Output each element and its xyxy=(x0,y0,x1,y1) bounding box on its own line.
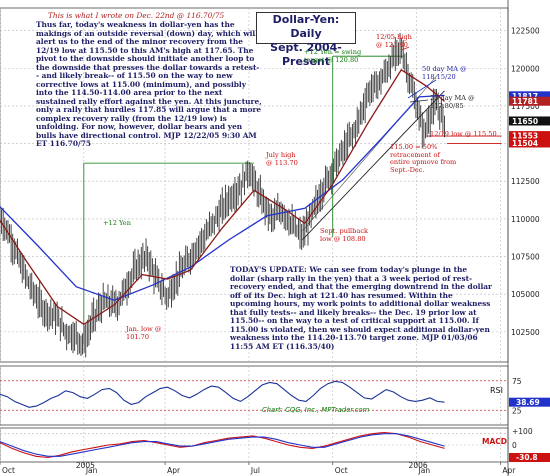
x-tick-label: Apr xyxy=(167,466,181,475)
macd-line xyxy=(0,431,445,459)
price-panel xyxy=(0,33,502,358)
ma-20-line xyxy=(0,68,445,326)
annotation-retracement: 115.00 = 50% retracement of entire upmov… xyxy=(390,143,457,174)
macd-tick-label: 0 xyxy=(512,441,517,450)
price-label-box xyxy=(509,131,550,141)
price-tick-label: 105000 xyxy=(511,290,540,299)
rsi-tick-label: 25 xyxy=(512,406,522,415)
macd-tick-label: +100 xyxy=(512,427,533,436)
overlay-layer xyxy=(401,46,437,103)
arrow-1205-high xyxy=(401,46,410,51)
macd-value-box xyxy=(509,453,550,462)
price-tick-label: 110000 xyxy=(511,215,540,224)
price-label: 11781 xyxy=(512,97,538,106)
note-header: This is what I wrote on Dec. 22nd @ 116.… xyxy=(48,11,225,20)
price-label-box xyxy=(509,96,550,106)
ma-50-line xyxy=(0,94,445,301)
annotation-sept-pullback: Sept. pullback low @ 108.80 xyxy=(320,227,369,243)
annotation-1205-high: 12/05 high @ 121.40 xyxy=(376,33,412,49)
rsi-panel xyxy=(0,380,445,408)
price-label-box xyxy=(509,91,550,101)
x-tick-label: Jan xyxy=(85,466,98,475)
price-label: 11504 xyxy=(512,139,538,148)
annotation-1219-low: 12/19 low @ 115.50 xyxy=(430,130,497,138)
x-tick-label: Oct xyxy=(335,466,348,475)
x-tick-label: Jan xyxy=(418,466,431,475)
chart-credit: Chart: CQG, Inc., MPTrader.com xyxy=(262,406,370,414)
annotation-12-yen: +12 Yen xyxy=(103,219,131,227)
rsi-value-label: 38.69 xyxy=(516,398,540,407)
chart-title-line-2: Sept. 2004-Present xyxy=(270,41,342,68)
price-label-box xyxy=(509,116,550,126)
macd-panel xyxy=(0,431,445,459)
axis-layer: 1025001050001075001100001125001150001175… xyxy=(0,27,550,475)
price-label: 11553 xyxy=(512,132,538,141)
x-tick-label: Oct xyxy=(2,466,15,475)
annotation-20-day-ma: 20 day MA @ 117.80/85 xyxy=(430,94,475,110)
price-tick-label: 120000 xyxy=(511,64,540,73)
price-tick-label: 112500 xyxy=(511,177,540,186)
annotation-swing-target: +12 Yen = swing target @ 120.80 xyxy=(304,48,362,64)
macd-value-label: -30.8 xyxy=(516,453,538,462)
year-label: 2006 xyxy=(409,461,428,470)
update-note: TODAY'S UPDATE: We can see from today's … xyxy=(230,265,492,351)
price-tick-label: 107500 xyxy=(511,253,540,262)
price-tick-label: 117500 xyxy=(511,102,540,111)
price-tick-label: 122500 xyxy=(511,27,540,36)
price-tick-label: 102500 xyxy=(511,328,540,337)
rsi-value-box xyxy=(509,397,550,407)
rsi-tick-label: 75 xyxy=(512,377,522,386)
x-tick-label: Apr xyxy=(502,466,516,475)
arrow-50ma xyxy=(407,79,437,99)
annotation-july-high: July high @ 113.70 xyxy=(266,151,298,167)
chart-title: Dollar-Yen: Daily Sept. 2004-Present xyxy=(256,12,356,68)
chart-title-line-1: Dollar-Yen: Daily xyxy=(272,13,340,40)
annotation-jan-low: Jan. low @ 101.70 xyxy=(126,325,162,341)
arrow-20ma xyxy=(409,99,429,103)
rsi-line xyxy=(0,380,445,408)
price-label: 11650 xyxy=(512,117,538,126)
macd-label: MACD xyxy=(482,437,507,446)
x-tick-label: Jul xyxy=(250,466,260,475)
year-label: 2005 xyxy=(76,461,95,470)
price-label: 11817 xyxy=(512,92,538,101)
annotation-50-day-ma: 50 day MA @ 118.15/20 xyxy=(422,65,467,81)
rsi-label: RSI xyxy=(490,386,503,395)
price-label-box xyxy=(509,138,550,148)
note-body: Thus far, today's weakness in dollar-yen… xyxy=(36,20,262,148)
macd-signal-line xyxy=(0,433,445,457)
